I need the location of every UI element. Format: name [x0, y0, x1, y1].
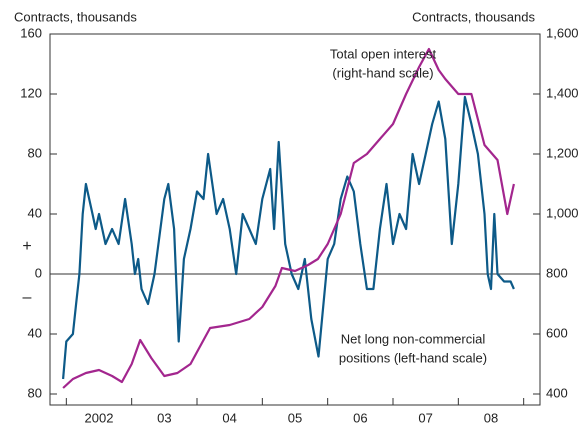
annotation: Net long non-commercial — [341, 331, 486, 346]
y-tick-label: 160 — [20, 25, 42, 40]
y2-tick-label: 1,200 — [546, 145, 579, 160]
plot-frame — [49, 33, 541, 406]
y2-tick-label: 600 — [546, 325, 568, 340]
x-tick-label: 08 — [484, 410, 498, 425]
y-axis-label: Contracts, thousands — [14, 9, 137, 24]
y-tick-label: 120 — [20, 85, 42, 100]
y-tick-label: 40 — [28, 205, 42, 220]
plus-label: + — [22, 238, 31, 255]
y-tick-label: 0 — [35, 265, 42, 280]
series-line — [62, 95, 515, 380]
x-tick-label: 03 — [157, 410, 171, 425]
y2-tick-label: 400 — [546, 385, 568, 400]
y2-axis-label: Contracts, thousands — [412, 9, 535, 24]
y-tick-label: 80 — [28, 385, 42, 400]
minus-label: – — [23, 289, 32, 306]
x-tick-label: 05 — [288, 410, 302, 425]
x-tick-label: 04 — [222, 410, 236, 425]
y-tick-label: 40 — [28, 325, 42, 340]
y2-tick-label: 1,400 — [546, 85, 579, 100]
x-tick-label: 07 — [418, 410, 432, 425]
y2-tick-label: 1,000 — [546, 205, 579, 220]
annotation: positions (left-hand scale) — [339, 350, 487, 365]
annotation: Total open interest — [330, 46, 437, 61]
y-tick-label: 80 — [28, 145, 42, 160]
series-line — [62, 47, 515, 389]
y2-tick-label: 1,600 — [546, 25, 579, 40]
x-tick-label: 06 — [353, 410, 367, 425]
x-tick-label: 2002 — [85, 410, 114, 425]
y2-tick-label: 800 — [546, 265, 568, 280]
annotation: (right-hand scale) — [332, 65, 433, 80]
